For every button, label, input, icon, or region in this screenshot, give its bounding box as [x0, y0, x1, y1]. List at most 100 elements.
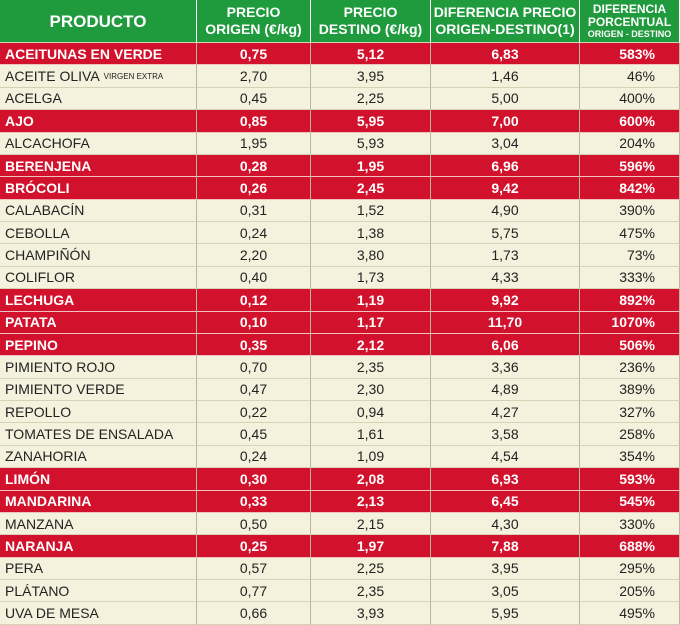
product-cell: PATATA [0, 311, 197, 334]
cell-text: 1,95 [356, 157, 385, 174]
product-cell: UVA DE MESA [0, 602, 197, 625]
product-cell: CEBOLLA [0, 222, 197, 245]
cell-text: 0,57 [239, 560, 268, 577]
value-cell: 0,45 [197, 87, 311, 111]
value-cell: 545% [580, 490, 680, 513]
value-cell: 3,93 [311, 602, 431, 625]
cell-text: ZANAHORIA [5, 448, 87, 465]
cell-text: 204% [619, 135, 655, 152]
cell-text: BRÓCOLI [5, 179, 70, 196]
cell-text: 3,04 [491, 135, 519, 152]
value-cell: 5,95 [311, 110, 431, 133]
value-cell: 0,50 [197, 512, 311, 536]
cell-text: ACELGA [5, 90, 62, 107]
cell-text: 2,35 [356, 582, 385, 599]
value-cell: 1,09 [311, 445, 431, 469]
cell-text: 9,92 [491, 291, 519, 308]
value-cell: 2,25 [311, 87, 431, 111]
cell-text: 2,13 [356, 493, 385, 510]
value-cell: 2,12 [311, 333, 431, 357]
cell-text: 892% [619, 291, 655, 308]
value-cell: 327% [580, 401, 680, 424]
value-cell: 1,52 [311, 199, 431, 222]
cell-text: ACEITE OLIVA [5, 68, 100, 85]
value-cell: 295% [580, 557, 680, 580]
cell-text: 3,95 [356, 68, 385, 85]
product-cell: REPOLLO [0, 401, 197, 424]
value-cell: 5,93 [311, 132, 431, 155]
cell-text: 5,75 [491, 224, 519, 241]
cell-text: 1,95 [239, 135, 268, 152]
cell-text: 5,95 [356, 112, 385, 129]
cell-text: PIMIENTO VERDE [5, 381, 125, 398]
cell-text: 6,83 [491, 45, 519, 62]
value-cell: 7,00 [431, 110, 580, 133]
value-cell: 73% [580, 244, 680, 267]
cell-text: 0,45 [239, 90, 268, 107]
product-cell: LECHUGA [0, 289, 197, 312]
value-cell: 2,35 [311, 580, 431, 603]
value-cell: 2,25 [311, 557, 431, 580]
product-cell: NARANJA [0, 535, 197, 558]
value-cell: 596% [580, 154, 680, 178]
header-text: PRODUCTO [49, 11, 147, 31]
value-cell: 6,83 [431, 43, 580, 66]
header-cell: DIFERENCIA PORCENTUAL ORIGEN - DESTINO [580, 0, 680, 43]
cell-text: 205% [619, 582, 655, 599]
cell-text: 1,61 [356, 426, 385, 443]
value-cell: 9,42 [431, 177, 580, 200]
product-cell: BRÓCOLI [0, 177, 197, 200]
value-cell: 4,89 [431, 378, 580, 401]
cell-text: 5,12 [356, 45, 385, 62]
cell-text: 475% [619, 224, 655, 241]
value-cell: 5,75 [431, 222, 580, 245]
cell-text: 6,06 [491, 336, 519, 353]
cell-text: 0,47 [239, 381, 268, 398]
cell-text: 583% [619, 45, 655, 62]
cell-text: 6,96 [491, 157, 519, 174]
value-cell: 1,19 [311, 289, 431, 312]
product-cell: ACELGA [0, 87, 197, 111]
cell-text: 1,17 [356, 314, 385, 331]
cell-text: 0,77 [239, 582, 268, 599]
header-text: PRECIO [343, 4, 398, 20]
value-cell: 1,17 [311, 311, 431, 334]
value-cell: 1070% [580, 311, 680, 334]
cell-text: 5,95 [491, 605, 519, 622]
value-cell: 2,35 [311, 356, 431, 379]
cell-text: 46% [626, 68, 655, 85]
header-cell: PRODUCTO [0, 0, 197, 43]
cell-text: 333% [619, 269, 655, 286]
value-cell: 0,26 [197, 177, 311, 200]
value-cell: 0,35 [197, 333, 311, 357]
value-cell: 892% [580, 289, 680, 312]
cell-text: CEBOLLA [5, 224, 70, 241]
value-cell: 0,33 [197, 490, 311, 513]
value-cell: 0,24 [197, 222, 311, 245]
value-cell: 2,30 [311, 378, 431, 401]
value-cell: 506% [580, 333, 680, 357]
value-cell: 6,93 [431, 468, 580, 491]
cell-text: 7,88 [491, 537, 519, 554]
cell-text: 1,73 [356, 269, 385, 286]
cell-text: PERA [5, 560, 44, 577]
cell-text: 0,22 [239, 403, 268, 420]
cell-text: 330% [619, 515, 655, 532]
value-cell: 3,04 [431, 132, 580, 155]
value-cell: 1,38 [311, 222, 431, 245]
value-cell: 4,30 [431, 512, 580, 536]
value-cell: 0,75 [197, 43, 311, 66]
value-cell: 0,30 [197, 468, 311, 491]
value-cell: 583% [580, 43, 680, 66]
cell-text: UVA DE MESA [5, 605, 99, 622]
value-cell: 3,36 [431, 356, 580, 379]
product-cell: PEPINO [0, 333, 197, 357]
cell-text: 258% [619, 426, 655, 443]
value-cell: 0,77 [197, 580, 311, 603]
cell-text: 596% [619, 157, 655, 174]
value-cell: 0,70 [197, 356, 311, 379]
value-cell: 0,85 [197, 110, 311, 133]
cell-text: 0,94 [356, 403, 385, 420]
cell-text: NARANJA [5, 537, 74, 554]
